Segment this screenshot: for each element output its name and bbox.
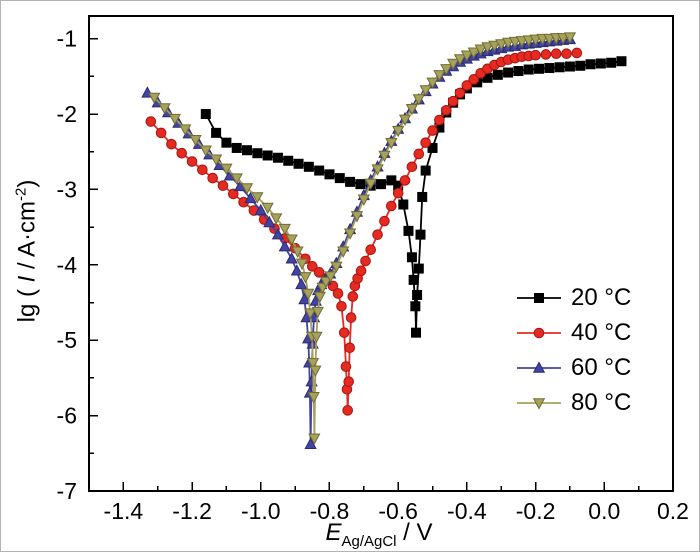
svg-text:-0.4: -0.4 [447,498,487,524]
svg-text:-1.0: -1.0 [241,498,281,524]
y-axis-title-exponent: -2 [12,187,30,201]
svg-text:0.2: 0.2 [657,498,689,524]
svg-text:-0.6: -0.6 [378,498,418,524]
legend-label: 20 °C [571,284,632,311]
y-axis-title-symbol: I [13,275,41,283]
svg-text:-5: -5 [57,327,77,353]
x-axis-title-units: / V [396,519,433,546]
y-axis-title: lg ( I / A·cm-2) [13,180,42,323]
legend-label: 40 °C [571,319,632,346]
svg-text:-6: -6 [57,403,77,429]
svg-text:-1.4: -1.4 [104,498,144,524]
y-axis-title-units: / A·cm [13,200,41,276]
svg-text:-2: -2 [57,101,77,127]
x-axis-title-subscript: Ag/AgCl [341,532,397,550]
legend: 20 °C 40 °C 60 °C 80 °C [515,284,632,416]
square-marker-icon [517,293,561,303]
svg-text:-0.2: -0.2 [516,498,556,524]
svg-text:-1: -1 [57,26,77,52]
legend-item-20c: 20 °C [515,284,632,311]
legend-label: 80 °C [571,389,632,416]
svg-text:-7: -7 [57,478,77,504]
legend-item-60c: 60 °C [515,354,632,381]
svg-text:-3: -3 [57,176,77,202]
legend-item-40c: 40 °C [515,319,632,346]
svg-text:-1.2: -1.2 [172,498,212,524]
triangle-up-marker-icon [517,361,561,373]
y-axis-title-prefix: lg ( [13,282,41,323]
x-axis-title: EAg/AgCl / V [325,519,432,550]
legend-label: 60 °C [571,354,632,381]
svg-text:-4: -4 [57,252,78,278]
y-axis-title-suffix: ) [13,179,41,188]
svg-text:0.0: 0.0 [588,498,620,524]
triangle-down-marker-icon [517,398,561,410]
svg-text:-0.8: -0.8 [310,498,350,524]
legend-item-80c: 80 °C [515,389,632,416]
circle-marker-icon [517,327,561,339]
x-axis-title-symbol: E [325,519,342,546]
